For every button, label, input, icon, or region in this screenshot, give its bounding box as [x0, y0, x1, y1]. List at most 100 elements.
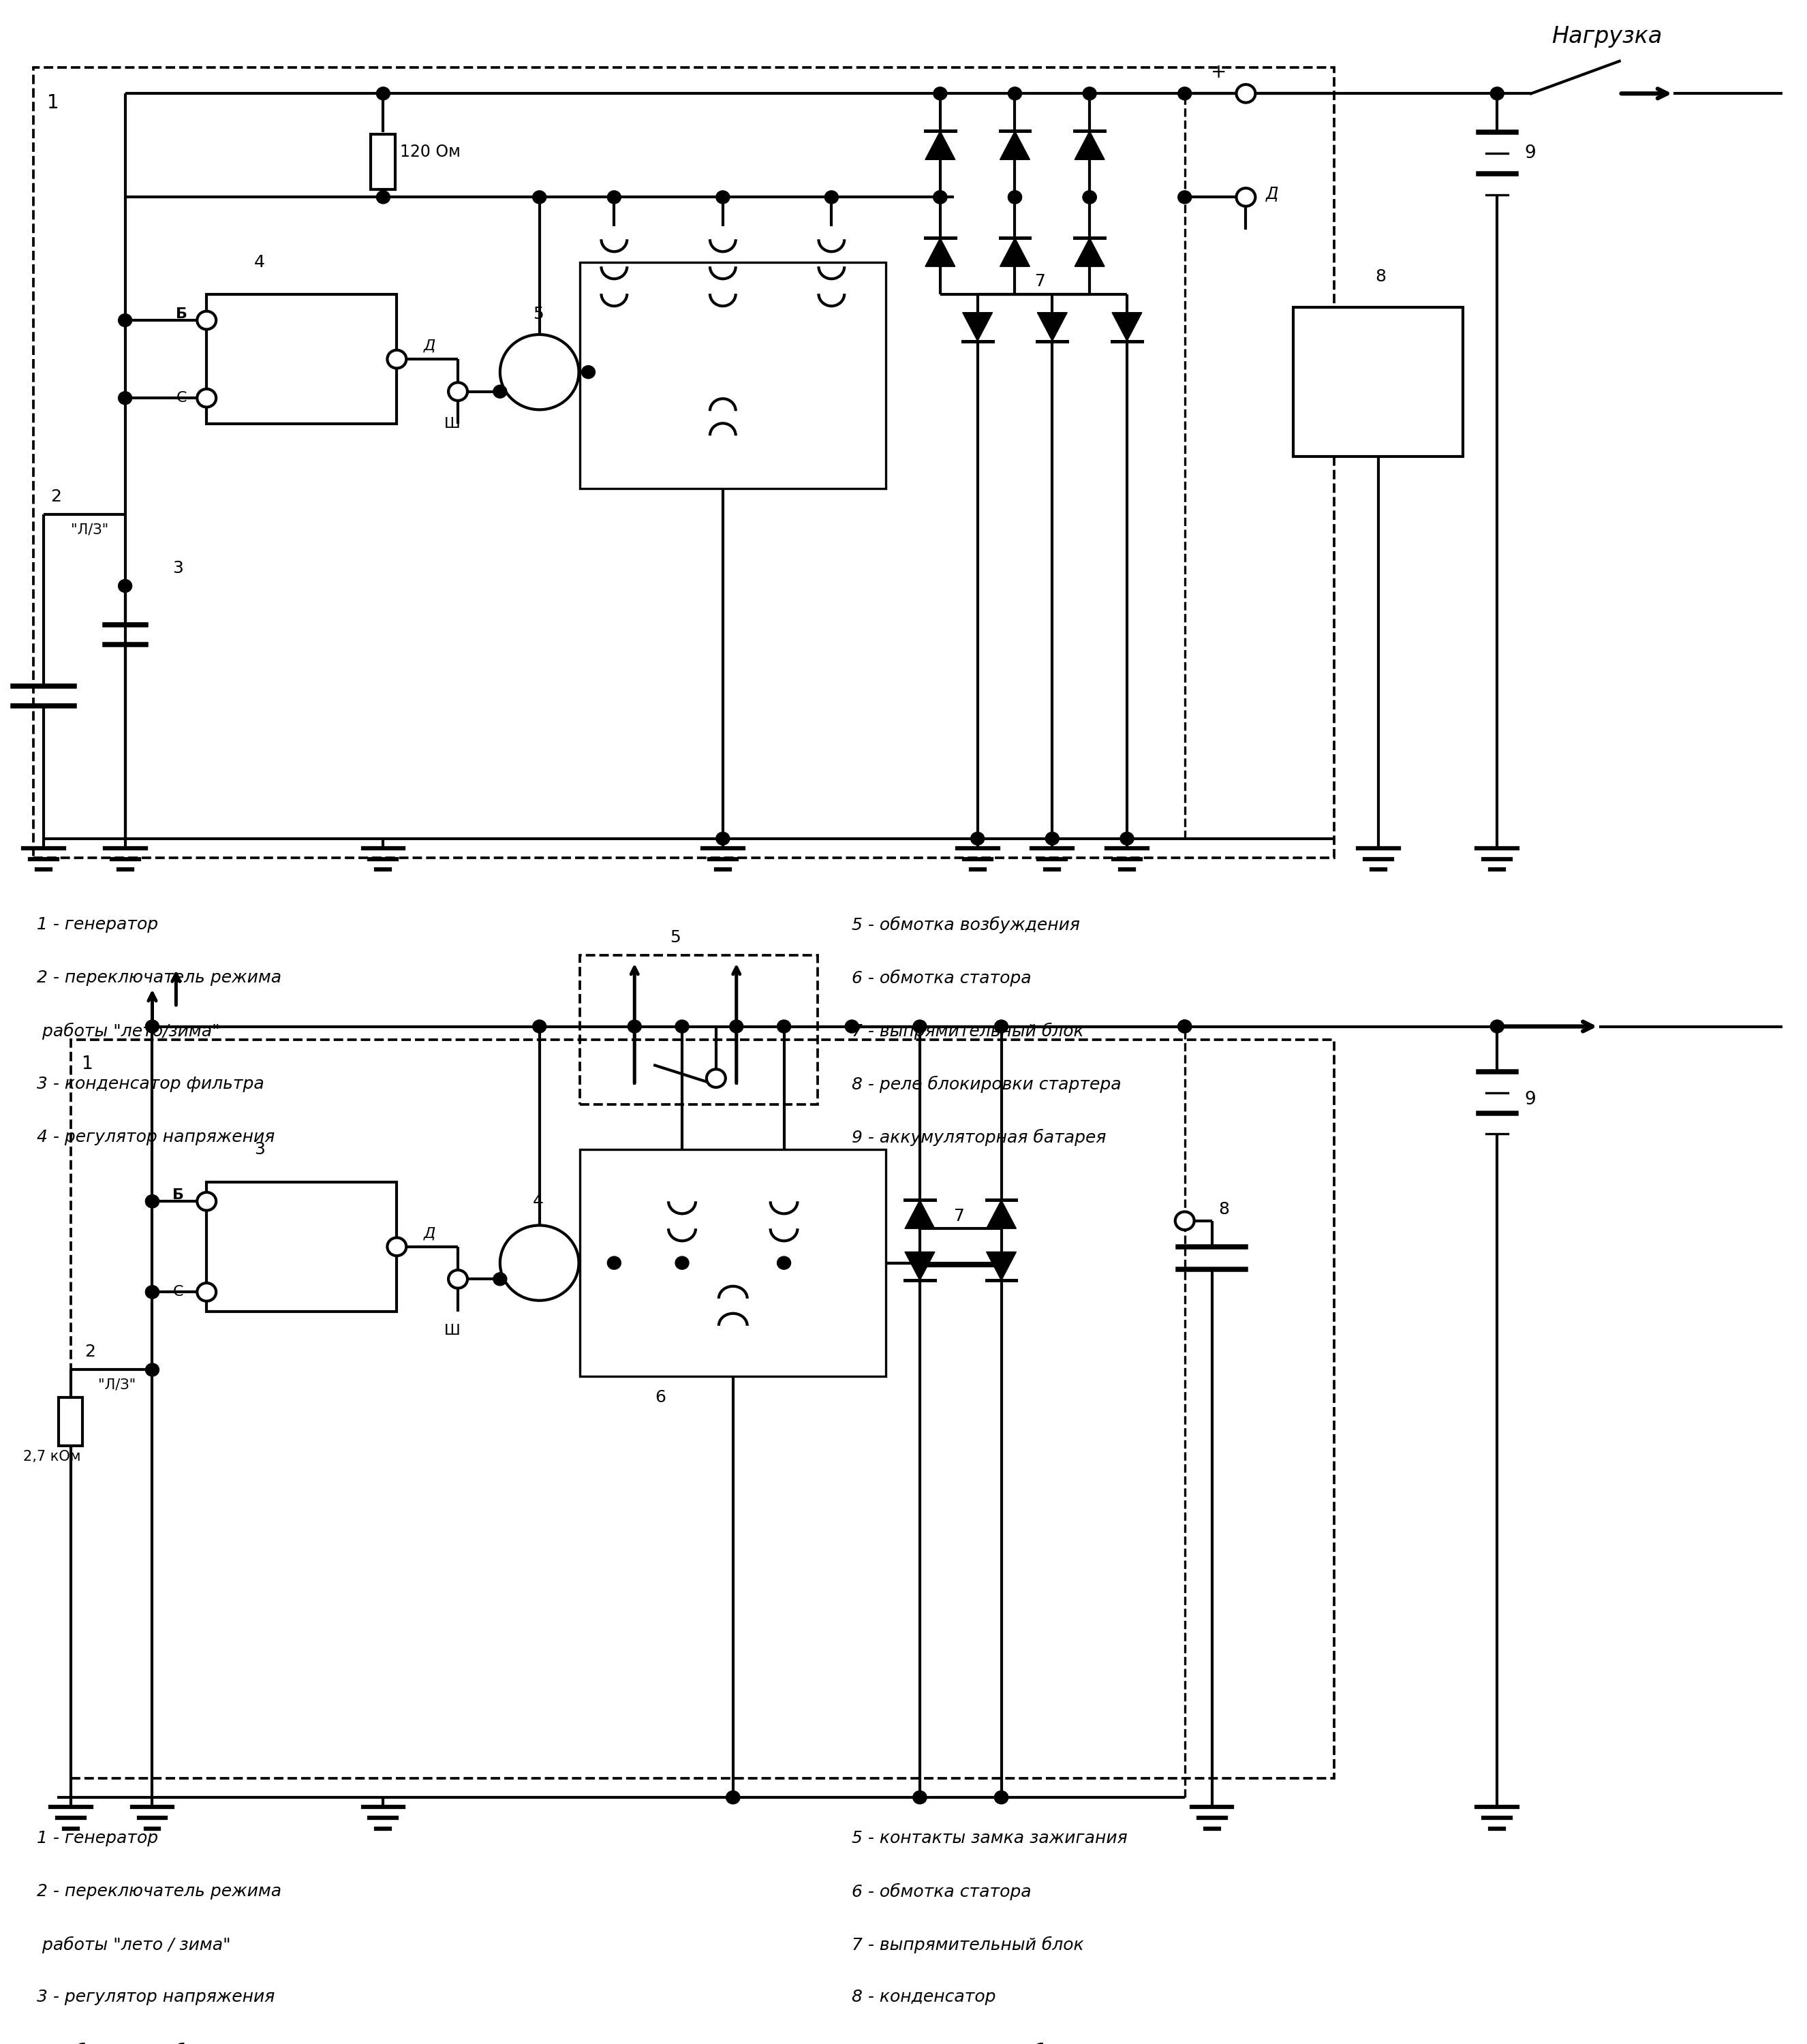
Text: Д: Д: [1267, 186, 1279, 202]
Text: Д: Д: [425, 339, 435, 354]
Polygon shape: [963, 313, 992, 341]
Text: 9: 9: [1525, 145, 1536, 161]
Bar: [580, 262, 885, 489]
Polygon shape: [1111, 313, 1142, 341]
Polygon shape: [905, 1200, 934, 1228]
Circle shape: [197, 1284, 217, 1302]
Circle shape: [387, 1237, 407, 1255]
Circle shape: [627, 1020, 641, 1032]
Text: 5: 5: [670, 930, 681, 946]
Circle shape: [501, 1224, 578, 1300]
Text: работы "лето/зима": работы "лето/зима": [36, 1022, 220, 1040]
Circle shape: [146, 1196, 159, 1208]
Circle shape: [117, 392, 132, 405]
Circle shape: [493, 384, 506, 399]
Text: 7 - выпрямительный блок: 7 - выпрямительный блок: [851, 1936, 1084, 1954]
Text: Б: Б: [175, 307, 188, 321]
Text: С: С: [173, 1286, 183, 1298]
Circle shape: [533, 1020, 546, 1032]
Text: 3 - конденсатор фильтра: 3 - конденсатор фильтра: [36, 1075, 264, 1091]
Circle shape: [448, 1269, 468, 1288]
Text: 3 - регулятор напряжения: 3 - регулятор напряжения: [36, 1989, 275, 2005]
Circle shape: [934, 190, 947, 204]
Circle shape: [376, 190, 390, 204]
Circle shape: [1236, 84, 1256, 102]
Circle shape: [1008, 190, 1021, 204]
Circle shape: [970, 832, 985, 844]
Text: 3: 3: [173, 560, 184, 576]
Circle shape: [501, 335, 578, 409]
Circle shape: [934, 190, 947, 204]
Circle shape: [493, 1273, 506, 1286]
Text: работы "лето / зима": работы "лето / зима": [36, 1936, 231, 1954]
Circle shape: [676, 1257, 688, 1269]
Text: 9 - аккумуляторная батарея: 9 - аккумуляторная батарея: [851, 1128, 1106, 1147]
Text: 1: 1: [81, 1055, 92, 1073]
Circle shape: [707, 1069, 726, 1087]
Polygon shape: [999, 131, 1030, 159]
Circle shape: [934, 88, 947, 100]
Text: 2 - переключатель режима: 2 - переключатель режима: [36, 969, 282, 985]
Text: 8: 8: [1375, 268, 1386, 284]
Text: Ш: Ш: [445, 1325, 461, 1337]
Circle shape: [1178, 190, 1191, 204]
Text: 8: 8: [1218, 1202, 1229, 1218]
Text: 5 - контакты замка зажигания: 5 - контакты замка зажигания: [851, 1829, 1128, 1846]
Circle shape: [387, 350, 407, 368]
Circle shape: [726, 1791, 739, 1805]
Circle shape: [117, 315, 132, 327]
Circle shape: [994, 1791, 1008, 1805]
Text: 2,7 кОм: 2,7 кОм: [23, 1449, 81, 1464]
Circle shape: [846, 1020, 858, 1032]
Text: 3: 3: [255, 1141, 266, 1157]
Circle shape: [1082, 190, 1097, 204]
Text: 2 - переключатель режима: 2 - переключатель режима: [36, 1883, 282, 1899]
Text: 2: 2: [51, 489, 61, 505]
Bar: [70, 1040, 1334, 1778]
Bar: [60, 1398, 83, 1445]
Polygon shape: [999, 237, 1030, 266]
Text: 7: 7: [1035, 274, 1046, 290]
Text: 120 Ом: 120 Ом: [399, 143, 461, 159]
Circle shape: [1046, 832, 1059, 844]
Circle shape: [716, 832, 730, 844]
Polygon shape: [987, 1251, 1016, 1280]
Text: 7 - выпрямительный блок: 7 - выпрямительный блок: [851, 1022, 1084, 1040]
Bar: [580, 1149, 885, 1376]
Circle shape: [197, 388, 217, 407]
Circle shape: [913, 1020, 927, 1032]
Text: 4: 4: [255, 253, 266, 270]
Circle shape: [824, 190, 838, 204]
Text: 5 - обмотка возбуждения: 5 - обмотка возбуждения: [851, 916, 1081, 934]
Circle shape: [448, 382, 468, 401]
Circle shape: [582, 366, 595, 378]
Text: 6: 6: [654, 1390, 665, 1406]
Text: 1 - генератор: 1 - генератор: [36, 916, 159, 932]
Circle shape: [117, 578, 132, 593]
Text: 6: 6: [649, 454, 660, 470]
Text: 4: 4: [533, 1194, 544, 1210]
Circle shape: [994, 1791, 1008, 1805]
Circle shape: [777, 1257, 791, 1269]
Circle shape: [730, 1020, 743, 1032]
Text: 2: 2: [85, 1343, 96, 1359]
Circle shape: [146, 1286, 159, 1298]
Circle shape: [197, 311, 217, 329]
Circle shape: [913, 1257, 927, 1269]
Circle shape: [1491, 1020, 1503, 1032]
Circle shape: [913, 1791, 927, 1805]
Text: 7: 7: [954, 1208, 965, 1224]
Circle shape: [913, 1791, 927, 1805]
Polygon shape: [905, 1251, 934, 1280]
Bar: [33, 67, 1334, 858]
Text: Д: Д: [379, 352, 392, 366]
Polygon shape: [925, 237, 956, 266]
Circle shape: [146, 1020, 159, 1032]
Circle shape: [376, 88, 390, 100]
Text: 8 - реле блокировки стартера: 8 - реле блокировки стартера: [851, 1075, 1122, 1094]
Text: 1 - генератор: 1 - генератор: [36, 1829, 159, 1846]
Circle shape: [146, 1286, 159, 1298]
Circle shape: [1120, 832, 1133, 844]
Circle shape: [726, 1791, 739, 1805]
Circle shape: [146, 1363, 159, 1376]
